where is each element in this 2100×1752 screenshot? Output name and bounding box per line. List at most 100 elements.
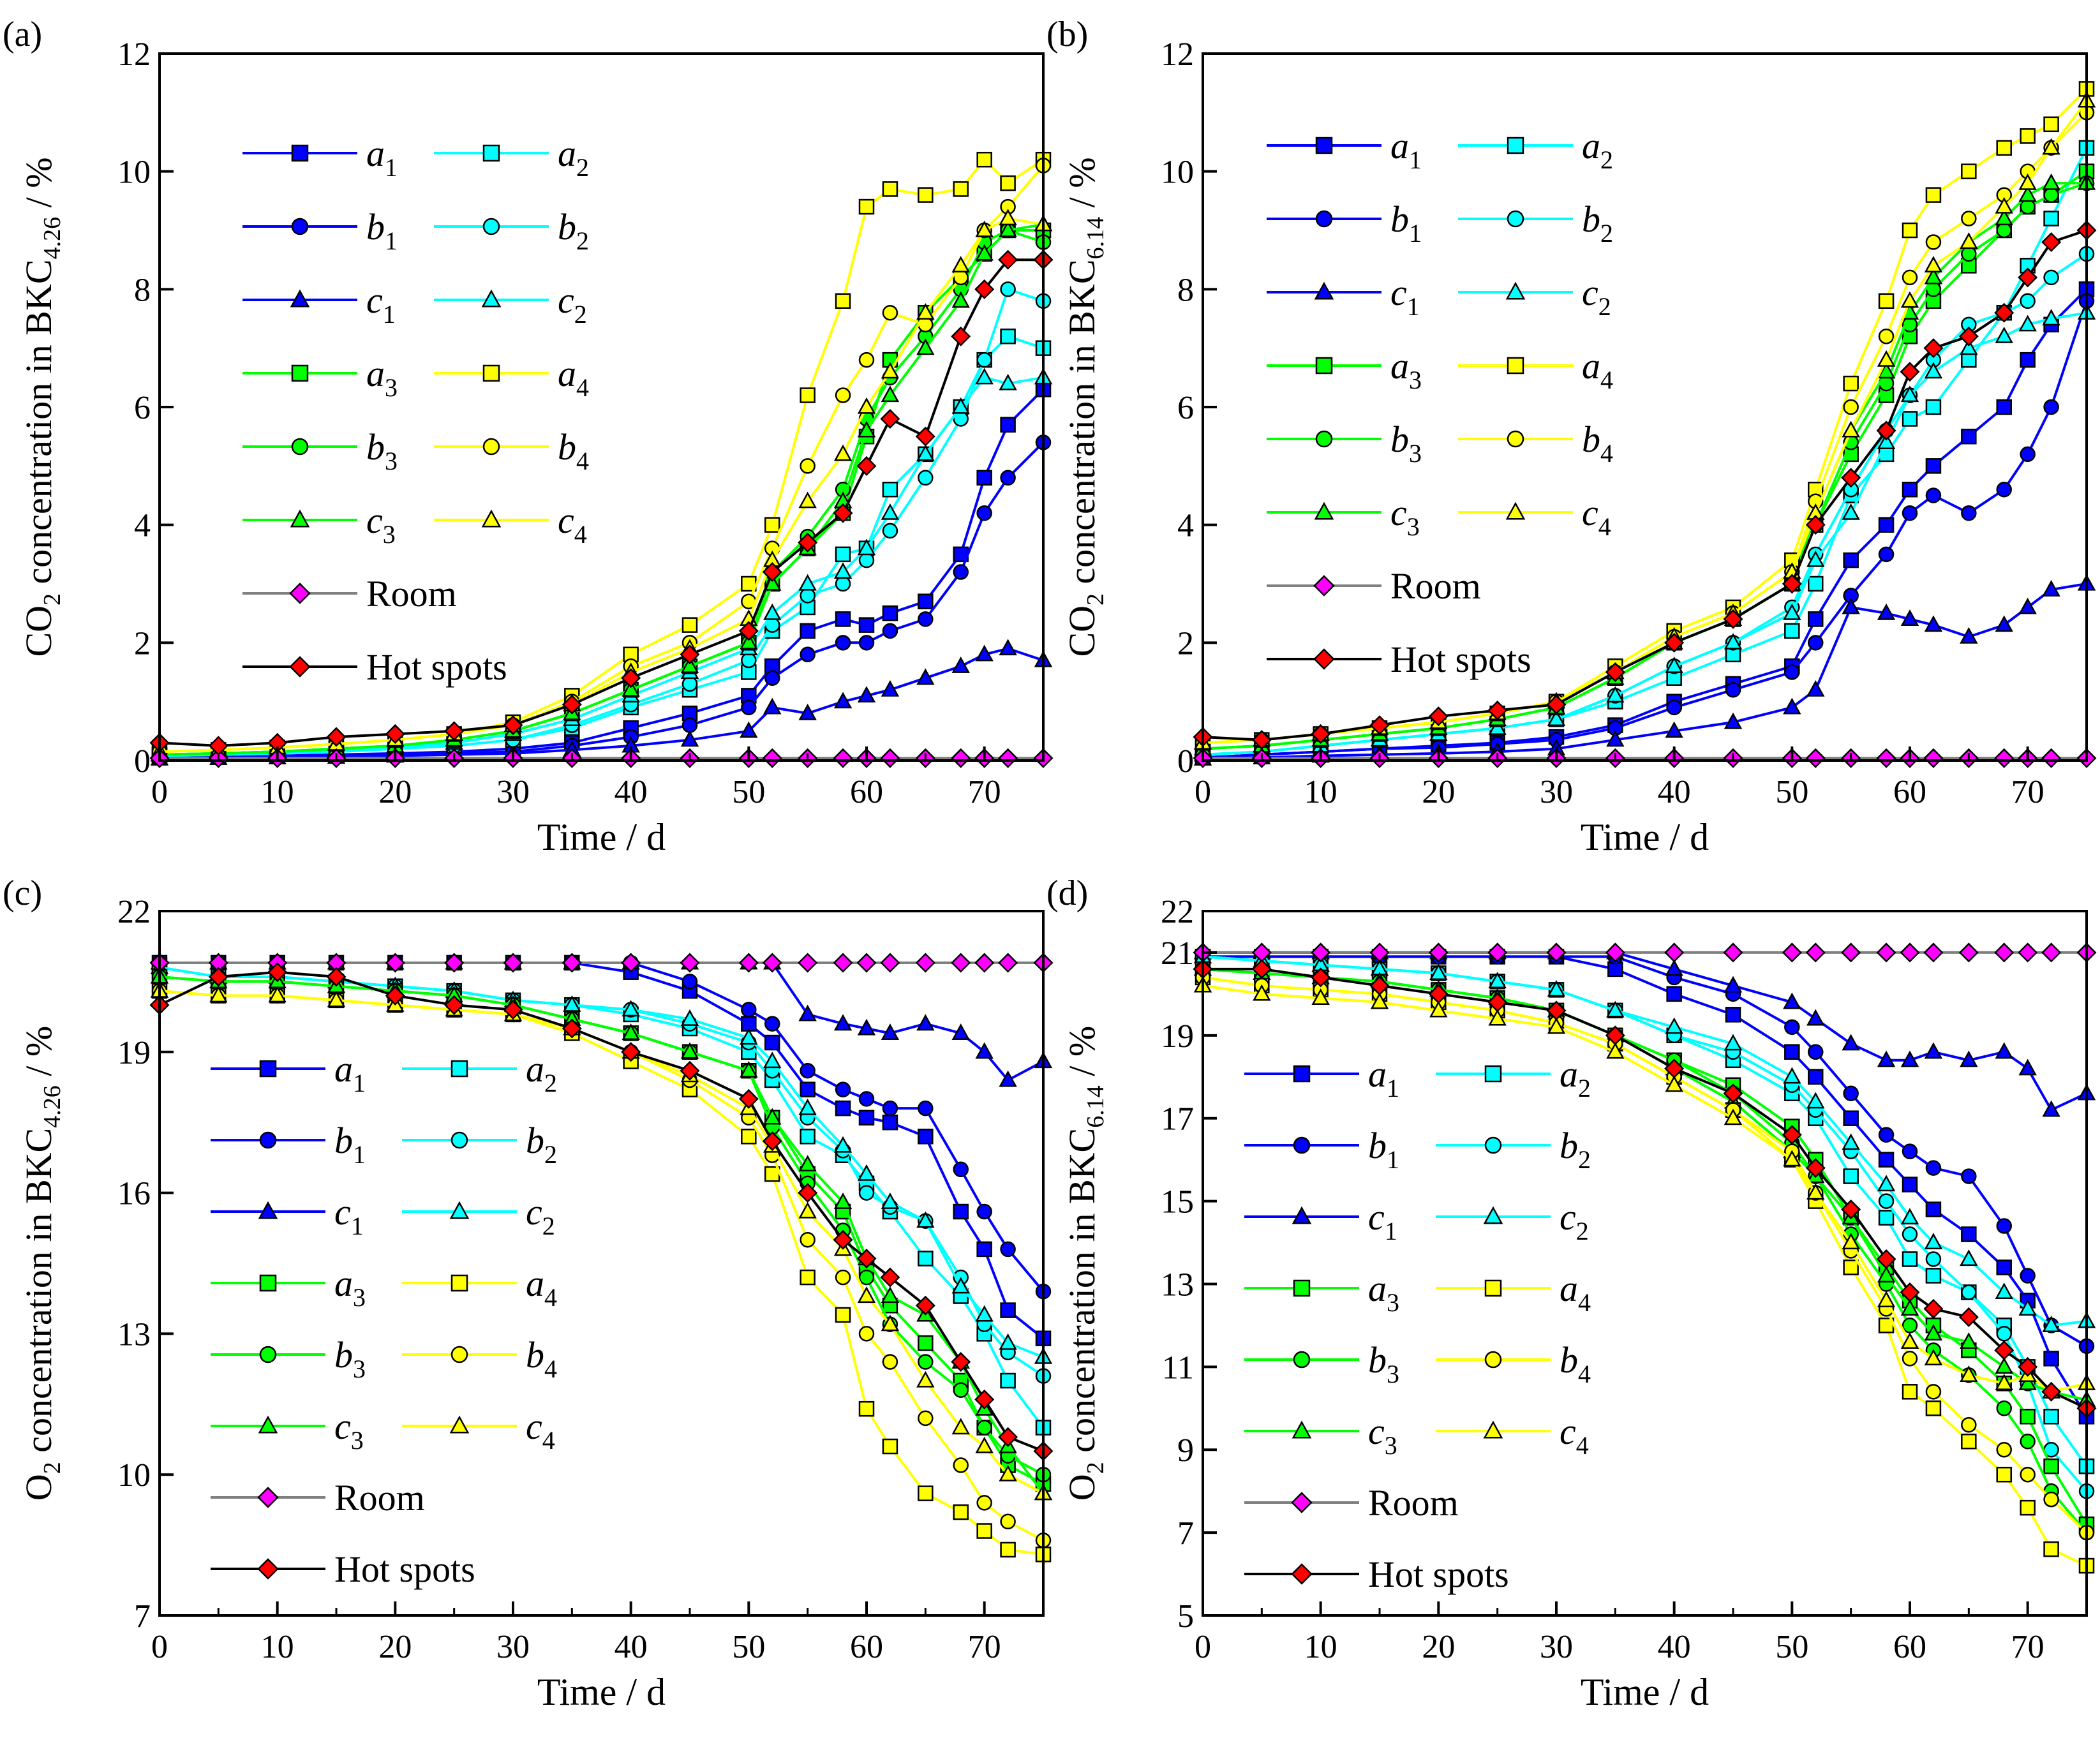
- data-point-b1: [2020, 446, 2036, 463]
- data-point-hot: [503, 1000, 523, 1020]
- data-point-c3: [881, 385, 900, 403]
- legend-item-a1: a1: [211, 1048, 366, 1097]
- data-point-hot: [833, 1229, 853, 1250]
- legend-item-c3: c3: [211, 1406, 364, 1455]
- legend-marker-a2: [1507, 137, 1524, 154]
- data-point-hot: [856, 456, 877, 476]
- data-point-a4: [858, 1400, 875, 1417]
- data-point-hot: [444, 995, 465, 1015]
- data-point-room: [1605, 942, 1625, 963]
- legend-item-c4: c4: [402, 1406, 555, 1455]
- data-point-a2: [1843, 1168, 1859, 1184]
- legend-label-c2: c2: [526, 1191, 555, 1240]
- legend-item-hot: Hot spots: [1244, 1554, 1509, 1595]
- data-point-a1: [1725, 1007, 1741, 1023]
- y-tick-label: 8: [1177, 272, 1194, 308]
- data-point-room: [1994, 748, 2014, 768]
- data-point-b1: [1843, 1085, 1859, 1101]
- data-point-room: [1923, 748, 1944, 768]
- data-point-b1: [1902, 505, 1918, 521]
- legend-label-room: Room: [334, 1477, 425, 1518]
- x-axis-label: Time / d: [537, 1671, 666, 1713]
- data-point-c4: [1842, 1233, 1860, 1250]
- data-point-c2: [1606, 1000, 1625, 1018]
- data-point-a4: [1843, 375, 1859, 392]
- legend-label-c3: c3: [1390, 492, 1420, 541]
- legend-item-hot: Hot spots: [1267, 639, 1531, 680]
- legend-item-a3: a3: [211, 1263, 366, 1312]
- data-point-hot: [2041, 1381, 2062, 1402]
- legend-label-a3: a3: [1390, 345, 1422, 394]
- data-point-b1: [882, 623, 898, 639]
- legend-marker-a2: [1484, 1065, 1502, 1083]
- legend-item-b1: b1: [1267, 198, 1422, 248]
- x-tick-label: 10: [1304, 1629, 1337, 1665]
- series-line-c2: [159, 376, 1044, 756]
- series-layer: [149, 953, 1054, 1563]
- legend-label-a1: a1: [334, 1048, 366, 1097]
- data-point-room: [1782, 942, 1802, 963]
- series-line-a3: [159, 976, 1044, 1485]
- data-point-a4: [858, 198, 875, 215]
- data-point-b1: [858, 1091, 875, 1107]
- data-point-b1: [918, 1100, 934, 1117]
- y-tick-label: 19: [117, 1035, 151, 1071]
- data-point-room: [680, 953, 700, 973]
- data-point-hot: [1923, 1298, 1944, 1319]
- series-c4: [1193, 976, 2096, 1399]
- legend-item-a2: a2: [402, 1048, 557, 1097]
- data-point-c2: [1877, 433, 1896, 449]
- data-point-a1: [1996, 1259, 2012, 1275]
- legend: a1 a2 b1 b2 c1 c2 a3 a4 b3 b4 c3 c4 Room Hot spots: [1244, 1053, 1591, 1595]
- series-line-hot: [1203, 967, 2087, 1410]
- data-point-c4: [857, 397, 876, 414]
- data-point-b1: [976, 1203, 992, 1220]
- legend-item-c2: c2: [402, 1191, 555, 1240]
- data-point-hot: [1994, 302, 2014, 323]
- x-tick-label: 0: [1195, 774, 1211, 810]
- data-point-b4: [882, 305, 898, 321]
- legend-marker-a1: [291, 144, 309, 162]
- data-point-c4: [1900, 1332, 1919, 1349]
- x-tick-label: 70: [968, 774, 1001, 810]
- data-point-hot: [998, 1427, 1018, 1447]
- legend-item-c2: c2: [434, 279, 587, 329]
- data-point-c4: [1429, 1000, 1448, 1018]
- data-point-room: [738, 953, 759, 973]
- series-line-b4: [159, 165, 1045, 754]
- series-c3: [1193, 959, 2096, 1407]
- data-point-c3: [2042, 173, 2060, 190]
- data-point-c2: [1724, 1034, 1743, 1051]
- data-point-b2: [741, 652, 757, 669]
- legend-item-b1: b1: [211, 1120, 366, 1169]
- legend-marker-a3: [291, 364, 309, 382]
- data-point-hot: [1664, 632, 1685, 653]
- y-tick-label: 10: [1161, 154, 1194, 191]
- data-point-b2: [1996, 1326, 2012, 1342]
- data-point-c4: [881, 1314, 900, 1332]
- data-point-b1: [953, 1161, 969, 1178]
- data-point-a1: [1000, 417, 1016, 433]
- data-point-a2: [1902, 411, 1918, 427]
- data-point-hot: [2018, 1356, 2038, 1377]
- data-point-b4: [1000, 1513, 1016, 1530]
- y-tick-label: 2: [1177, 625, 1194, 662]
- data-point-a2: [800, 1129, 815, 1145]
- x-tick-label: 50: [1775, 1629, 1808, 1665]
- data-point-a4: [741, 1129, 757, 1145]
- data-point-c4: [1842, 420, 1860, 438]
- data-point-c1: [1783, 992, 1801, 1009]
- data-point-c4: [1488, 1009, 1507, 1026]
- data-point-hot: [1369, 715, 1390, 736]
- data-point-hot: [562, 1018, 582, 1039]
- data-point-c2: [1806, 550, 1825, 567]
- data-point-c3: [798, 1155, 817, 1172]
- legend-marker-b4: [1507, 430, 1524, 448]
- data-point-b4: [1996, 1441, 2012, 1458]
- data-point-c2: [881, 1192, 900, 1209]
- data-point-b4: [1925, 234, 1942, 250]
- data-point-c1: [740, 721, 758, 738]
- legend-item-a4: a4: [1436, 1268, 1591, 1317]
- legend-item-b4: b4: [434, 426, 589, 475]
- data-point-b3: [2020, 1433, 2036, 1450]
